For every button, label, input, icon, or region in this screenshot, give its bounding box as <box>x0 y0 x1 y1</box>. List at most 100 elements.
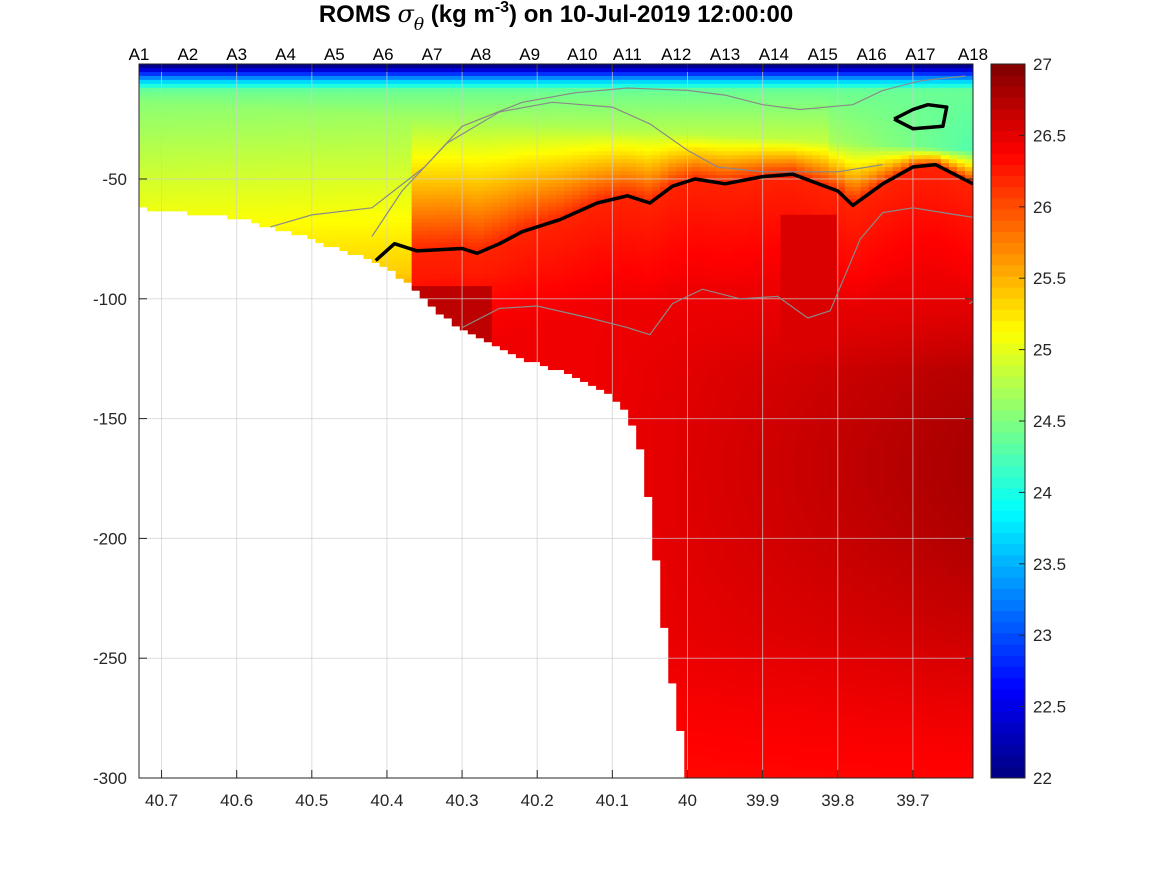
density-cell <box>620 274 629 279</box>
density-cell <box>187 87 196 93</box>
density-cell <box>580 369 589 374</box>
density-cell <box>580 87 589 93</box>
density-cell <box>291 190 300 196</box>
density-cell <box>684 64 693 69</box>
density-cell <box>556 302 565 307</box>
density-cell <box>267 64 276 69</box>
density-cell <box>435 107 445 113</box>
density-cell <box>483 337 493 343</box>
density-cell <box>596 321 605 327</box>
density-cell <box>564 107 573 113</box>
density-cell <box>419 131 429 136</box>
density-cell <box>708 349 717 355</box>
density-cell <box>339 167 349 172</box>
density-cell <box>596 167 605 172</box>
density-cell <box>451 151 461 156</box>
density-cell <box>596 135 605 140</box>
density-cell <box>155 107 164 113</box>
density-cell <box>299 75 308 81</box>
density-cell <box>644 444 653 450</box>
density-cell <box>628 135 637 140</box>
density-cell <box>475 64 485 69</box>
density-cell <box>692 389 701 394</box>
density-cell <box>283 175 292 180</box>
density-cell <box>588 302 597 307</box>
density-cell <box>660 563 669 569</box>
density-cell <box>596 99 605 105</box>
density-cell <box>467 135 477 140</box>
density-cell <box>676 341 685 347</box>
density-cell <box>547 341 557 347</box>
density-cell <box>499 151 509 156</box>
density-cell <box>652 409 661 414</box>
density-cell <box>531 329 541 335</box>
density-cell <box>644 127 653 133</box>
density-cell <box>572 238 581 244</box>
density-cell <box>539 238 549 244</box>
density-cell <box>676 206 685 212</box>
density-cell <box>267 75 276 81</box>
density-cell <box>515 71 525 77</box>
density-cell <box>403 115 413 121</box>
density-cell <box>211 115 220 121</box>
density-cell <box>499 246 509 252</box>
density-cell <box>275 167 284 172</box>
density-cell <box>620 262 629 267</box>
density-cell <box>459 107 469 113</box>
density-cell <box>467 278 477 283</box>
density-cell <box>371 123 381 129</box>
density-cell <box>203 175 212 180</box>
density-cell <box>331 218 341 224</box>
density-cell <box>676 194 685 200</box>
density-cell <box>427 194 437 200</box>
density-cell <box>291 151 300 156</box>
density-cell <box>259 171 268 176</box>
density-cell <box>475 282 485 287</box>
density-cell <box>588 111 597 117</box>
density-cell <box>331 99 341 105</box>
density-cell <box>652 262 661 267</box>
density-cell <box>251 206 260 212</box>
density-cell <box>572 337 581 343</box>
density-cell <box>700 571 709 577</box>
density-cell <box>692 655 701 660</box>
density-cell <box>684 758 693 763</box>
density-cell <box>227 167 236 172</box>
density-cell <box>676 274 685 279</box>
density-cell <box>676 690 685 696</box>
density-cell <box>564 218 573 224</box>
density-cell <box>668 567 677 573</box>
density-cell <box>139 103 148 109</box>
density-cell <box>652 119 661 125</box>
density-cell <box>523 349 533 355</box>
density-cell <box>211 127 220 133</box>
density-cell <box>668 540 677 545</box>
density-cell <box>355 214 365 220</box>
density-cell <box>620 119 629 125</box>
density-cell <box>347 246 357 252</box>
density-cell <box>315 206 325 212</box>
density-cell <box>636 278 645 283</box>
density-cell <box>660 480 669 486</box>
density-cell <box>684 254 693 259</box>
density-cell <box>179 155 188 160</box>
density-cell <box>379 194 389 200</box>
density-cell <box>539 258 549 263</box>
density-cell <box>604 230 613 236</box>
density-cell <box>475 139 485 144</box>
density-cell <box>612 389 621 394</box>
density-cell <box>475 186 485 192</box>
density-cell <box>283 99 292 105</box>
density-cell <box>491 309 501 315</box>
density-cell <box>259 218 268 224</box>
density-cell <box>163 115 172 121</box>
density-cell <box>491 83 501 89</box>
density-cell <box>451 123 461 129</box>
density-cell <box>491 123 501 129</box>
density-cell <box>483 171 493 176</box>
density-cell <box>676 242 685 248</box>
density-cell <box>700 547 709 553</box>
density-cell <box>227 171 236 176</box>
density-cell <box>684 202 693 208</box>
density-cell <box>187 64 196 69</box>
